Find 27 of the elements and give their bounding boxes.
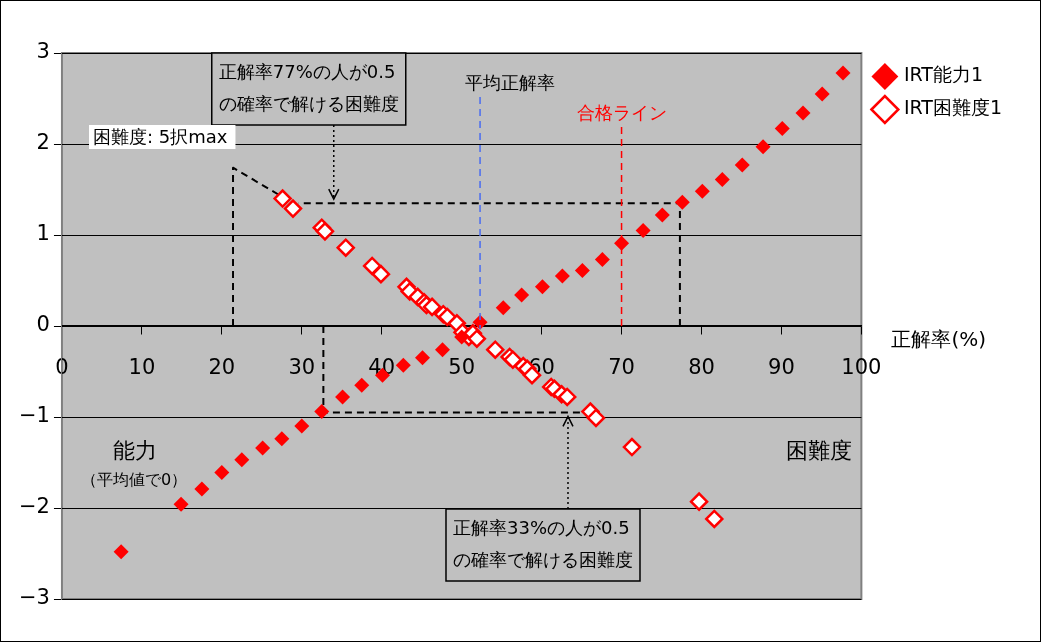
x-tick-label: 100	[841, 355, 882, 380]
y-tick-label: 1	[36, 221, 50, 246]
annotation: 困難度	[786, 437, 852, 463]
y-tick-label: 0	[36, 312, 50, 337]
y-tick-label: −3	[18, 585, 50, 610]
ref-line-label: 合格ライン	[576, 101, 667, 123]
annotation: 困難度: 5択max	[93, 125, 228, 147]
y-tick-label: 3	[36, 39, 50, 64]
x-axis-title: 正解率(%)	[891, 327, 986, 352]
ref-line-label: 平均正解率	[465, 71, 556, 93]
annotation: 能力	[113, 437, 157, 463]
x-tick-label: 20	[208, 355, 236, 380]
y-tick-label: −1	[18, 403, 50, 428]
x-tick-label: 80	[688, 355, 715, 380]
x-tick-label: 70	[608, 355, 635, 380]
y-tick-label: 2	[36, 130, 50, 155]
legend-label: IRT困難度1	[903, 96, 1003, 119]
x-tick-label: 30	[288, 355, 316, 380]
annotation: （平均値で0）	[81, 470, 188, 490]
x-tick-label: 50	[448, 355, 476, 380]
x-tick-label: 90	[768, 355, 795, 380]
annotation: 正解率33%の人が0.5の確率で解ける困難度	[452, 516, 633, 570]
x-tick-label: 40	[368, 355, 396, 380]
x-tick-label: 10	[128, 355, 156, 380]
y-tick-label: −2	[18, 494, 50, 519]
annotation: 正解率77%の人が0.5の確率で解ける困難度	[218, 60, 399, 114]
legend-label: IRT能力1	[903, 63, 984, 86]
